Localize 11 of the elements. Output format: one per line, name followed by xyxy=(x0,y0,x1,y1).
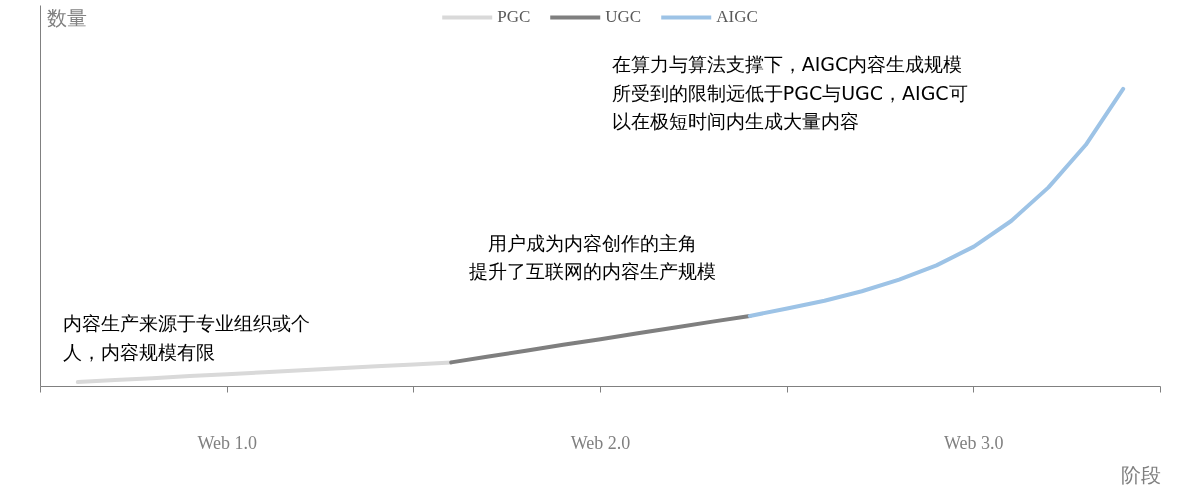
legend-label: AIGC xyxy=(716,7,758,27)
annotation: 内容生产来源于专业组织或个人，内容规模有限 xyxy=(62,312,310,363)
x-tick-label: Web 2.0 xyxy=(570,432,631,453)
annotation: 在算力与算法支撑下，AIGC内容生成规模所受到的限制远低于PGC与UGC，AIGC可以在极短时间内生成大量内容 xyxy=(611,53,968,133)
x-tick-label: Web 1.0 xyxy=(197,432,257,453)
annotation: 用户成为内容创作的主角提升了互联网的内容生产规模 xyxy=(468,231,716,283)
x-axis-title: 阶段 xyxy=(1120,462,1161,487)
legend-label: PGC xyxy=(497,7,531,27)
legend-label: UGC xyxy=(605,7,642,27)
x-tick-label: Web 3.0 xyxy=(944,432,1004,453)
y-axis-title: 数量 xyxy=(46,5,87,30)
